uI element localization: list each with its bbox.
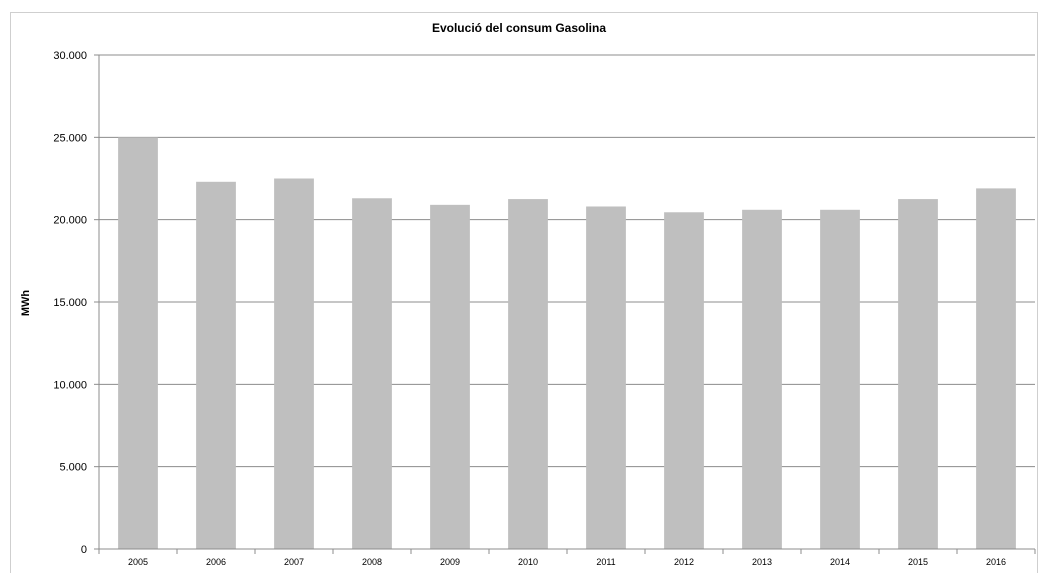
x-tick-label: 2009 (440, 557, 460, 567)
x-tick-label: 2006 (206, 557, 226, 567)
y-tick-label: 10.000 (53, 379, 87, 391)
y-tick-label: 15.000 (53, 297, 87, 309)
x-tick-label: 2005 (128, 557, 148, 567)
y-tick-label: 25.000 (53, 132, 87, 144)
bar-2009 (430, 204, 470, 549)
y-tick-label: 30.000 (53, 50, 87, 62)
x-tick-label: 2007 (284, 557, 304, 567)
bar-2015 (898, 199, 938, 550)
x-tick-label: 2013 (752, 557, 772, 567)
x-tick-label: 2011 (596, 557, 615, 567)
bar-2013 (742, 209, 782, 549)
bar-2010 (508, 199, 548, 550)
axes (94, 54, 1036, 554)
x-tick-label: 2012 (674, 557, 694, 567)
x-tick-label: 2014 (830, 557, 850, 567)
y-tick-label: 0 (81, 544, 87, 556)
y-tick-label: 20.000 (53, 215, 87, 227)
bar-2007 (274, 178, 314, 549)
y-tick-label: 5.000 (59, 462, 87, 474)
x-tick-label: 2015 (908, 557, 928, 567)
gridlines (99, 54, 1035, 468)
x-tick-label: 2008 (362, 557, 382, 567)
bar-2011 (586, 206, 626, 549)
bars (118, 137, 1016, 550)
x-tick-label: 2016 (986, 557, 1006, 567)
bar-2006 (196, 181, 236, 549)
x-tick-label: 2010 (518, 557, 538, 567)
bar-2005 (118, 137, 158, 550)
bar-2014 (820, 209, 860, 549)
chart-title: Evolució del consum Gasolina (431, 21, 607, 35)
bar-2016 (976, 188, 1016, 549)
bar-2012 (664, 212, 704, 550)
tick-labels: 0 5.000 10.000 15.000 20.000 25.000 30.000 2005… (53, 50, 1006, 567)
bar-2008 (352, 198, 392, 549)
